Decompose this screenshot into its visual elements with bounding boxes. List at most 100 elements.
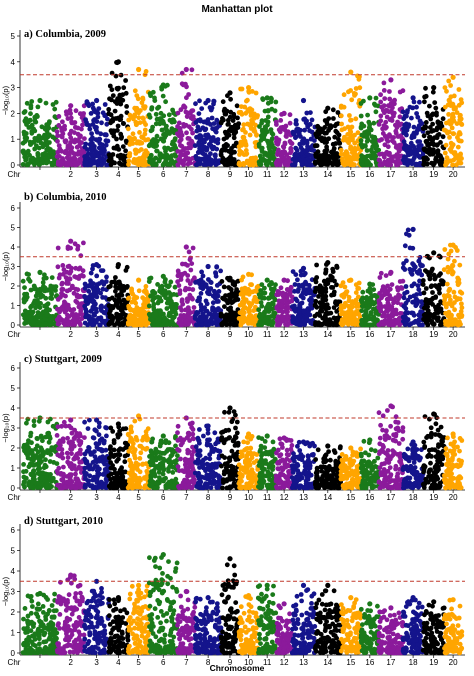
data-point [266, 309, 272, 314]
data-point [114, 312, 120, 317]
data-point [43, 321, 48, 327]
data-point [260, 312, 266, 318]
data-point [50, 316, 55, 322]
data-point [68, 446, 73, 452]
peak-point [410, 226, 416, 232]
data-point [330, 269, 336, 275]
data-point [164, 306, 170, 311]
data-point [130, 131, 136, 137]
data-point [106, 303, 112, 309]
chromosome-label: 14 [323, 330, 332, 339]
data-point [347, 311, 353, 316]
data-point [32, 146, 38, 152]
data-point [35, 104, 41, 110]
data-point [373, 95, 379, 101]
data-point [396, 157, 402, 163]
data-point [353, 290, 359, 295]
data-point [334, 282, 339, 288]
data-point [427, 152, 433, 157]
data-point [146, 303, 152, 309]
data-point [330, 107, 336, 113]
peak-point [264, 95, 270, 101]
y-tick-label: 3 [11, 84, 16, 93]
data-point [181, 122, 187, 127]
data-point [90, 306, 95, 312]
data-point [445, 256, 451, 262]
peak-point [367, 95, 373, 101]
data-point [359, 162, 365, 168]
data-point [224, 316, 230, 321]
data-point [348, 134, 354, 140]
data-point [103, 142, 109, 148]
data-point [73, 298, 79, 304]
data-point [308, 136, 314, 142]
data-point [265, 100, 271, 106]
data-point [87, 126, 93, 132]
data-point [373, 146, 379, 152]
data-point [254, 132, 259, 138]
data-point [132, 295, 138, 301]
chromosome-label: 2 [68, 330, 73, 339]
data-point [108, 283, 113, 289]
peak-point [388, 269, 394, 275]
data-point [361, 98, 366, 104]
data-point [433, 295, 438, 300]
data-point [332, 134, 338, 140]
data-point [411, 262, 417, 268]
data-point [425, 113, 431, 119]
data-point [110, 152, 116, 157]
data-point [438, 155, 444, 161]
data-point [22, 285, 27, 290]
chromosome-label: 3 [94, 330, 99, 339]
data-point [64, 450, 70, 456]
data-point [161, 161, 167, 166]
chromosome-label: 8 [206, 330, 211, 339]
data-point [292, 152, 298, 158]
data-point [391, 140, 397, 145]
data-point [142, 309, 147, 315]
data-point [242, 104, 248, 110]
chromosome-label: 15 [346, 330, 355, 339]
data-point [432, 160, 437, 166]
data-point [404, 258, 409, 264]
data-point [386, 316, 392, 322]
data-point [103, 132, 109, 138]
data-point [338, 147, 344, 153]
data-point [55, 452, 61, 458]
data-point [275, 289, 281, 294]
data-point [74, 319, 80, 325]
data-point [76, 139, 82, 145]
data-point [44, 122, 50, 127]
data-point [89, 131, 94, 137]
chromosome-label: 6 [161, 330, 166, 339]
data-point [445, 292, 451, 298]
data-point [160, 93, 166, 99]
data-point [102, 102, 108, 107]
data-point [268, 156, 273, 162]
chromosome-label: 14 [323, 170, 332, 179]
y-tick-label: 3 [11, 424, 16, 433]
data-point [124, 104, 129, 109]
data-point [129, 299, 135, 305]
data-point [107, 83, 113, 89]
data-point [163, 99, 169, 105]
data-point [240, 311, 246, 316]
data-point [285, 309, 290, 315]
data-point [59, 291, 64, 296]
panel-title: a) Columbia, 2009 [24, 29, 106, 40]
data-point [337, 141, 343, 146]
data-point [211, 121, 217, 126]
data-point [120, 144, 126, 150]
data-point [161, 121, 167, 126]
data-point [261, 133, 267, 139]
data-point [91, 435, 97, 441]
data-point [90, 105, 96, 111]
data-point [348, 129, 354, 135]
data-point [222, 111, 228, 117]
data-point [442, 150, 448, 156]
data-point [43, 295, 49, 301]
data-point [194, 310, 200, 315]
data-point [134, 93, 140, 98]
data-point [321, 157, 327, 163]
